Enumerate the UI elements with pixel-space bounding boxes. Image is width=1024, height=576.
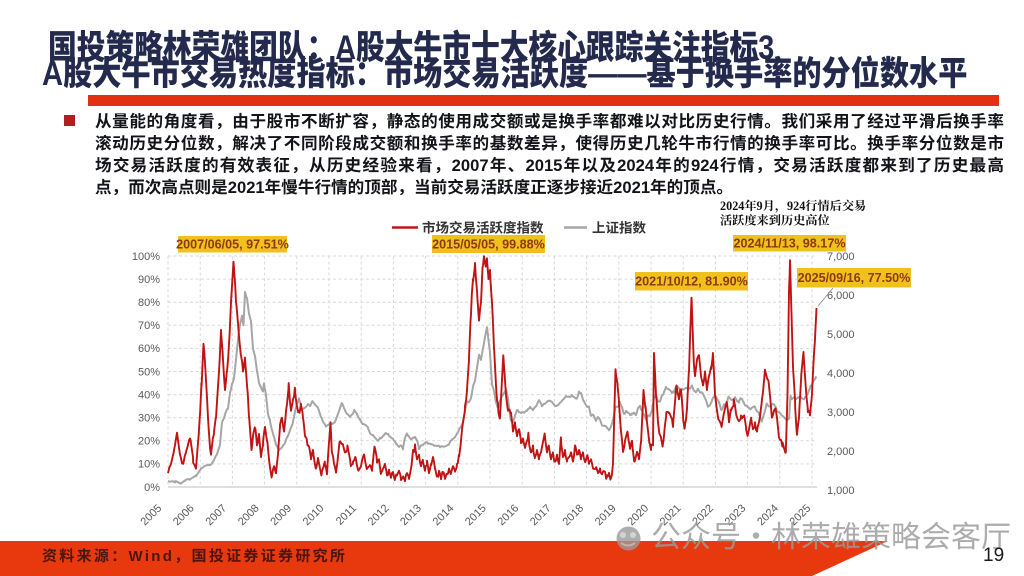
svg-text:6,000: 6,000 — [827, 290, 855, 302]
svg-text:2006: 2006 — [171, 502, 197, 528]
svg-text:60%: 60% — [138, 343, 160, 355]
svg-text:90%: 90% — [138, 274, 160, 286]
svg-text:19: 19 — [983, 545, 1004, 566]
svg-text:2007/06/05, 97.51%: 2007/06/05, 97.51% — [176, 238, 289, 252]
svg-text:100%: 100% — [132, 251, 160, 263]
svg-text:3,000: 3,000 — [827, 407, 855, 419]
svg-text:30%: 30% — [138, 413, 160, 425]
svg-text:2020: 2020 — [625, 502, 651, 528]
svg-text:2010: 2010 — [301, 502, 327, 528]
svg-text:2025/09/16, 77.50%: 2025/09/16, 77.50% — [798, 271, 911, 285]
svg-text:2019: 2019 — [593, 502, 619, 528]
svg-text:2011: 2011 — [334, 502, 359, 527]
svg-text:70%: 70% — [138, 320, 160, 332]
svg-text:1,000: 1,000 — [827, 485, 855, 497]
svg-text:上证指数: 上证指数 — [592, 221, 646, 236]
svg-text:2005: 2005 — [139, 502, 165, 528]
svg-text:2021/10/12, 81.90%: 2021/10/12, 81.90% — [635, 275, 748, 289]
svg-text:2014: 2014 — [431, 502, 457, 528]
svg-text:20%: 20% — [138, 436, 160, 448]
svg-text:2017: 2017 — [528, 502, 554, 528]
svg-text:40%: 40% — [138, 389, 160, 401]
svg-text:公众号·林荣雄策略会客厅: 公众号·林荣雄策略会客厅 — [651, 512, 1011, 556]
svg-text:2024/11/13, 98.17%: 2024/11/13, 98.17% — [733, 237, 845, 251]
svg-text:2,000: 2,000 — [827, 446, 855, 458]
svg-text:80%: 80% — [138, 297, 160, 309]
svg-text:5,000: 5,000 — [827, 329, 855, 341]
svg-text:市场交易活跃度指数: 市场交易活跃度指数 — [422, 221, 544, 236]
svg-text:2007: 2007 — [203, 502, 229, 528]
svg-text:2015/05/05, 99.88%: 2015/05/05, 99.88% — [432, 237, 545, 251]
svg-text:2015: 2015 — [463, 502, 489, 528]
svg-text:2024年9月，924行情后交易: 2024年9月，924行情后交易 — [720, 199, 866, 213]
svg-text:2016: 2016 — [496, 502, 522, 528]
svg-text:4,000: 4,000 — [827, 368, 855, 380]
svg-text:2012: 2012 — [366, 502, 392, 528]
svg-text:2013: 2013 — [398, 502, 424, 528]
svg-text:7,000: 7,000 — [827, 251, 855, 263]
svg-text:2009: 2009 — [268, 502, 294, 528]
svg-text:0%: 0% — [144, 482, 160, 494]
svg-text:50%: 50% — [138, 366, 160, 378]
svg-text:2018: 2018 — [560, 502, 586, 528]
svg-text:资料来源：Wind，国投证券证券研究所: 资料来源：Wind，国投证券证券研究所 — [42, 548, 347, 565]
svg-text:10%: 10% — [138, 459, 160, 471]
svg-text:活跃度来到历史高位: 活跃度来到历史高位 — [720, 214, 830, 228]
svg-text:2008: 2008 — [236, 502, 262, 528]
